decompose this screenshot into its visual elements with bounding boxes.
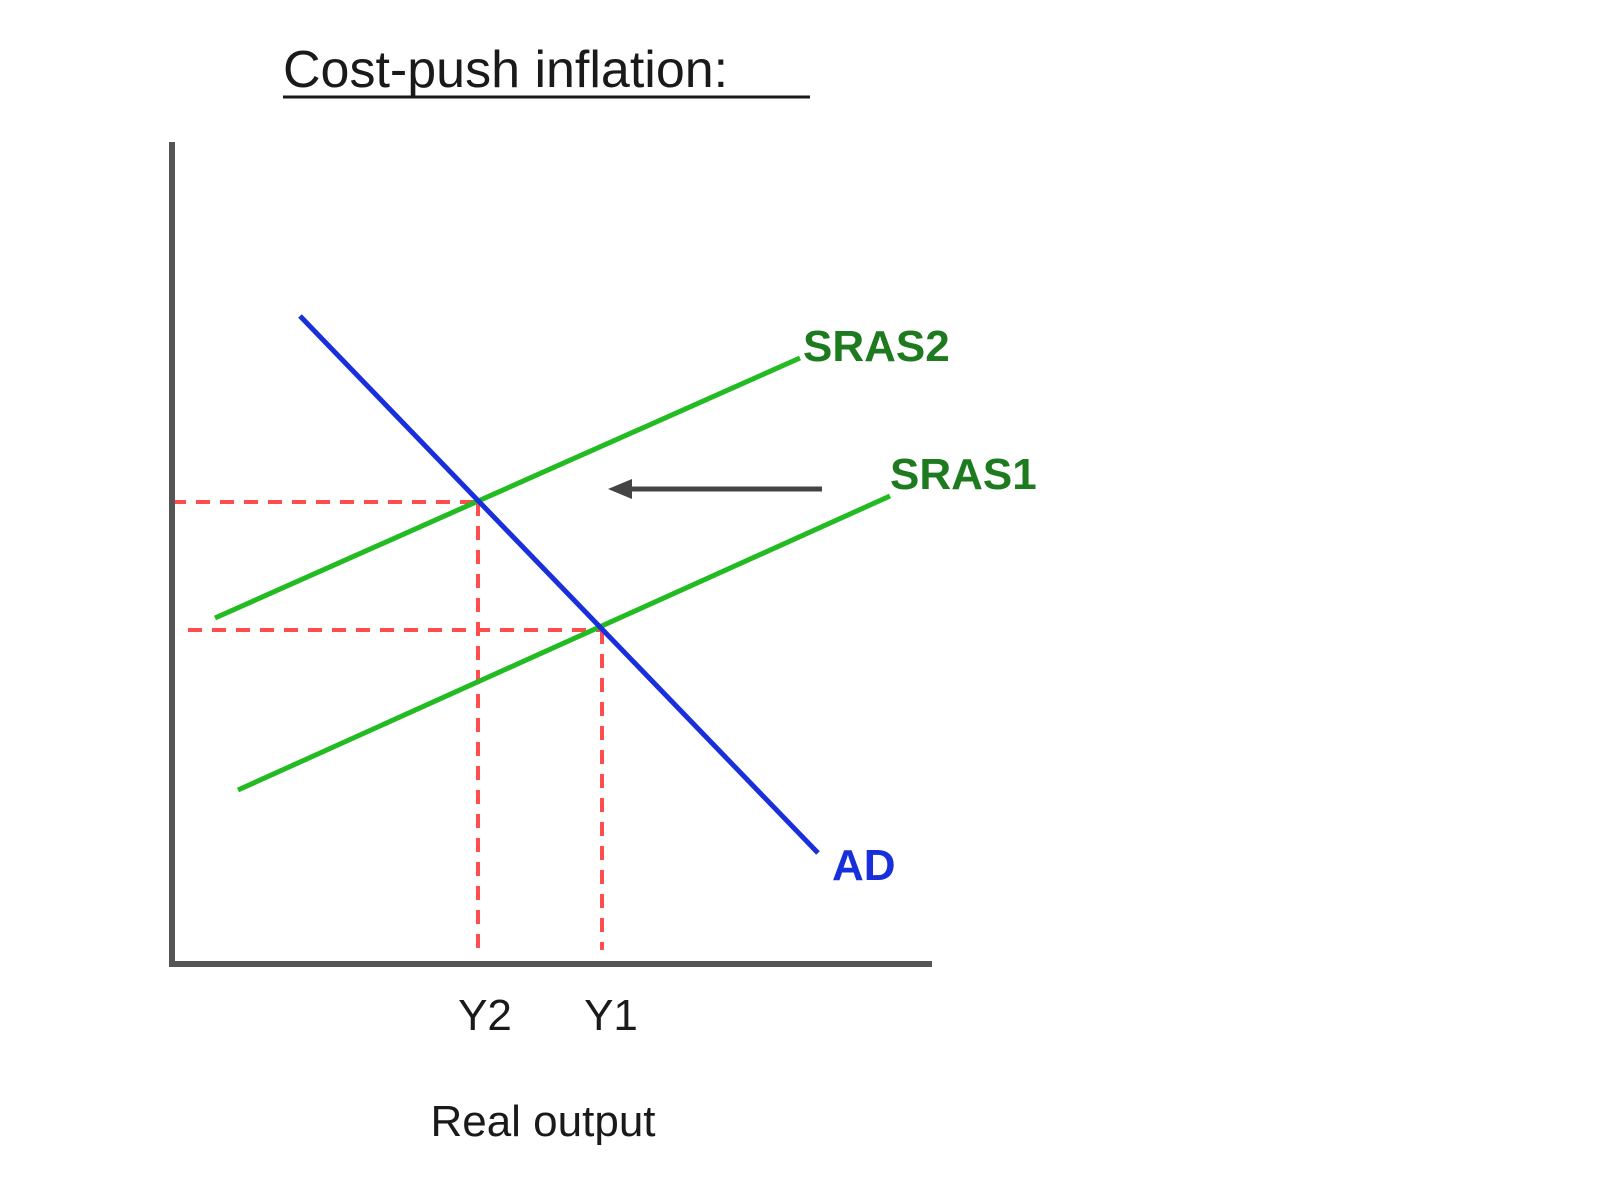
sras2-curve <box>213 355 802 621</box>
tick-label-y2: Y2 <box>458 991 512 1040</box>
tick-label-y1: Y1 <box>584 991 638 1040</box>
ad-label: AD <box>832 841 896 890</box>
supply-shift-arrow <box>608 479 822 499</box>
sras2-label: SRAS2 <box>803 322 950 371</box>
x-axis-label: Real output <box>430 1097 655 1146</box>
sras1-curve <box>236 493 892 793</box>
sras1-label: SRAS1 <box>890 450 1037 499</box>
ad-curve <box>298 314 820 855</box>
diagram-title: Cost-push inflation: <box>283 41 728 99</box>
